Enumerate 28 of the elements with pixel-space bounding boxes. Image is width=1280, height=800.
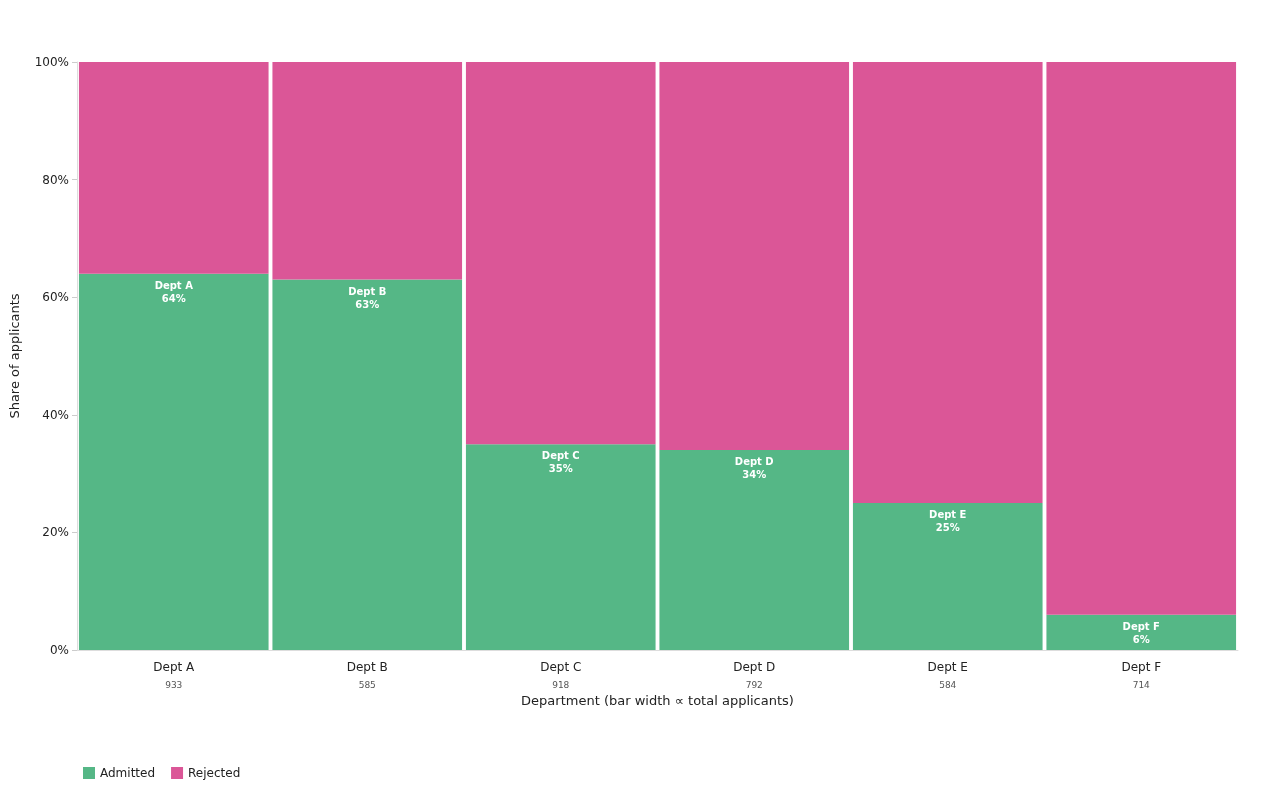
data-label: Dept B 63% xyxy=(348,285,387,310)
data-label: Dept F 6% xyxy=(1122,620,1160,645)
legend-label: Admitted xyxy=(100,766,156,780)
y-tick-label: 0% xyxy=(49,643,69,657)
x-tick-label: Dept A xyxy=(153,660,196,674)
y-tick-label: 100% xyxy=(34,55,69,69)
text: 918 xyxy=(552,680,570,690)
y-tick-label: 80% xyxy=(42,172,69,187)
x-tick-label: Dept C xyxy=(540,660,582,674)
x-tick-label: Dept E xyxy=(927,660,968,674)
data-label: Dept D 34% xyxy=(734,456,774,481)
data-label: Dept E 25% xyxy=(929,509,967,533)
text: 585 xyxy=(358,680,376,690)
y-axis-title: Share of applicants xyxy=(7,293,22,419)
y-tick-label: 60% xyxy=(42,290,69,305)
text: 933 xyxy=(165,680,183,690)
x-tick-label: Dept F xyxy=(1121,660,1162,674)
text: 714 xyxy=(1132,680,1151,690)
legend-label: Rejected xyxy=(188,766,241,780)
text: 584 xyxy=(939,680,957,690)
y-tick-label: 20% xyxy=(42,525,69,540)
data-label: Dept A 64% xyxy=(154,279,194,304)
data-label: Dept C 35% xyxy=(541,450,580,475)
text: 792 xyxy=(745,680,763,690)
x-tick-label: Dept D xyxy=(733,660,776,674)
x-axis-title: Department (bar width ∝ total applicants) xyxy=(521,693,794,709)
x-tick-label: Dept B xyxy=(346,660,388,674)
y-tick-label: 40% xyxy=(42,407,69,422)
